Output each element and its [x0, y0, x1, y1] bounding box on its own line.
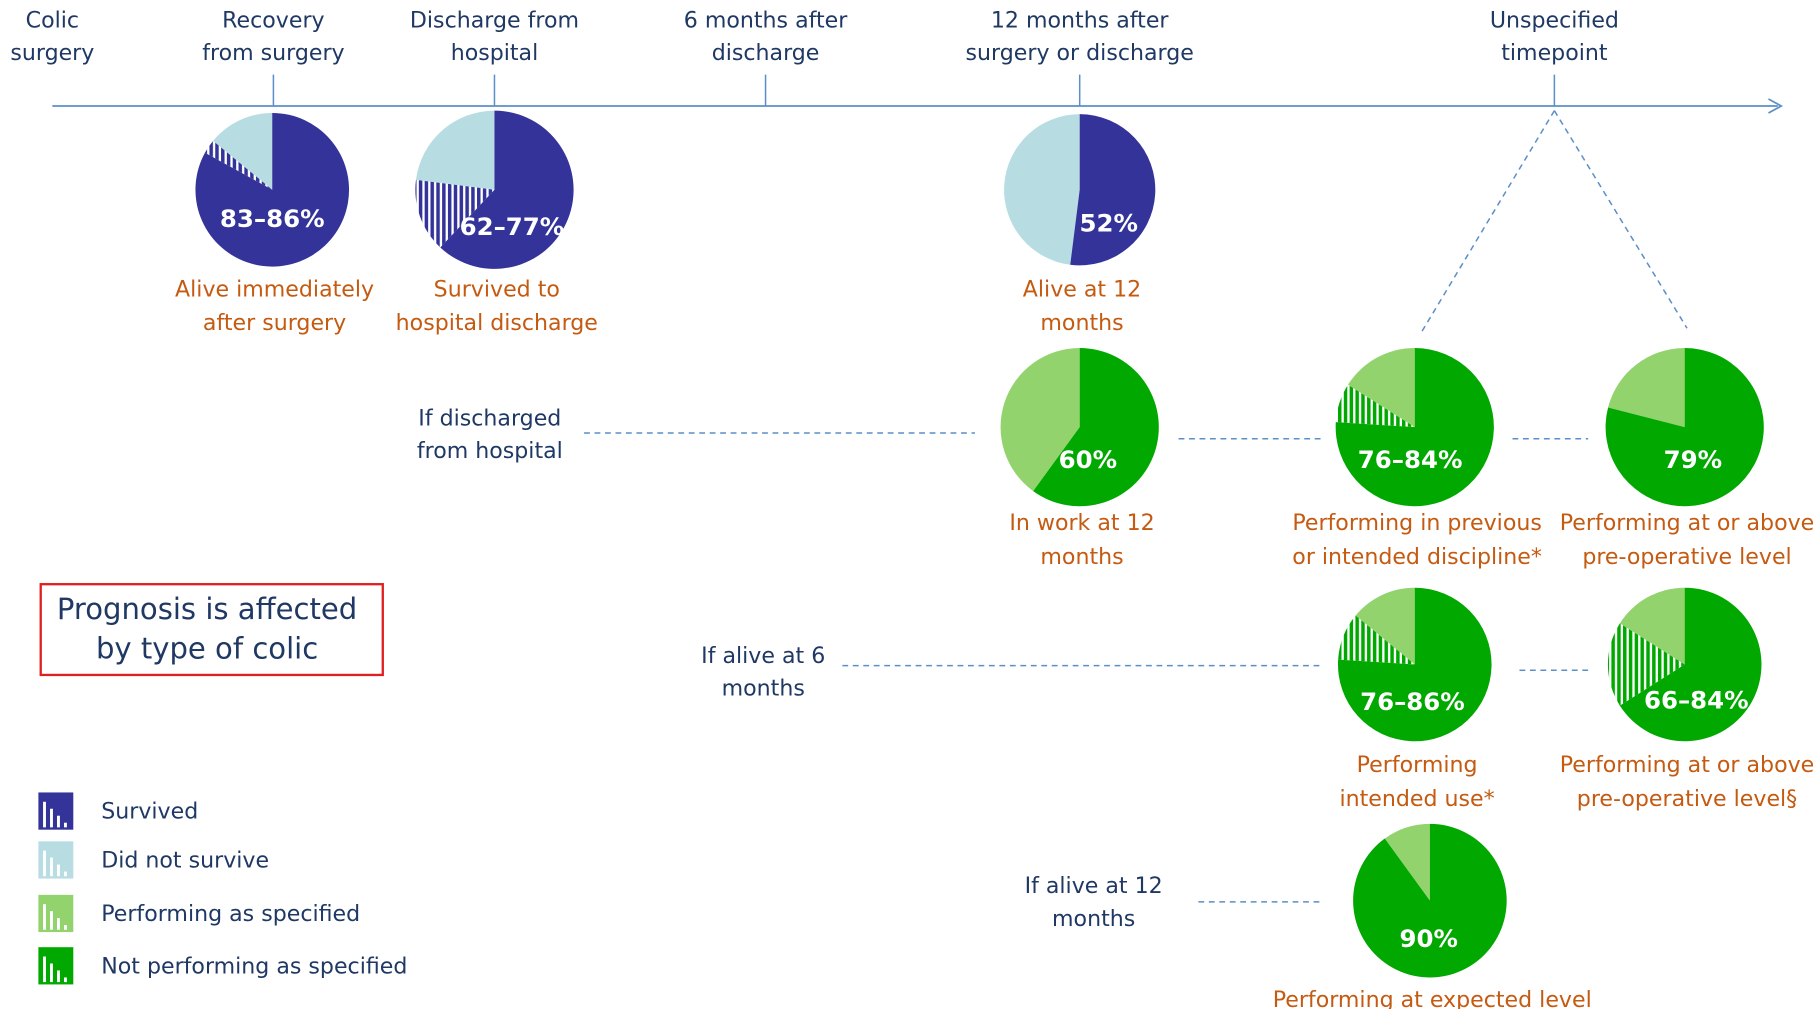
pie-remainder [1619, 587, 1685, 665]
pie-caption: Performing in previous [1292, 510, 1542, 536]
pie-caption: hospital discharge [396, 310, 598, 336]
pie-caption: after surgery [203, 310, 346, 336]
legend-hatch [63, 925, 67, 930]
pie-range [204, 140, 273, 190]
pie-label: 76–86% [1360, 687, 1465, 716]
pie-value [1605, 348, 1764, 507]
legend-hatch [57, 815, 60, 828]
legend-hatch [57, 918, 60, 930]
timeline-label: timepoint [1501, 40, 1608, 66]
legend-hatch [63, 977, 67, 983]
timeline-label: Recovery [222, 8, 324, 34]
timeline-label: from surgery [202, 40, 344, 66]
pie-caption: pre-operative level§ [1577, 786, 1797, 812]
pie-value [1353, 823, 1507, 978]
connector [1553, 110, 1688, 329]
pie-caption: pre-operative level [1582, 544, 1791, 570]
pie-label: 83–86% [220, 204, 325, 233]
pie-caption: or intended discipline* [1292, 544, 1542, 570]
pie-caption: In work at 12 [1009, 510, 1154, 536]
legend-hatch [57, 970, 60, 983]
pie-value [1337, 587, 1492, 742]
pie-remainder [1384, 823, 1430, 901]
timeline-arrow [1768, 98, 1784, 114]
condition-label: months [1052, 906, 1135, 932]
pie-range [1335, 384, 1415, 428]
pie-label: 79% [1664, 445, 1722, 474]
pie-caption: Survived to [434, 276, 560, 302]
pie-value [1335, 348, 1494, 507]
legend-hatch [50, 963, 53, 983]
legend-label: Performing as specified [101, 901, 360, 927]
legend-label: Did not survive [101, 848, 269, 874]
legend-label: Survived [101, 799, 198, 825]
note-text: Prognosis is affected [57, 592, 357, 626]
note-text: by type of colic [96, 632, 318, 666]
timeline-label: Unspecified [1490, 8, 1619, 34]
legend-hatch [43, 801, 46, 828]
condition-label: months [722, 675, 805, 701]
pie-value [1619, 587, 1762, 742]
note-box [39, 583, 384, 677]
timeline-label: 12 months after [991, 8, 1170, 34]
pie-value [440, 110, 574, 269]
legend-hatch [50, 911, 53, 930]
legend-hatch [43, 850, 46, 877]
timeline-label: 6 months after [684, 8, 849, 34]
pie-caption: months [1040, 544, 1123, 570]
pie-value [1033, 348, 1159, 507]
legend-label: Not performing as specified [101, 953, 407, 979]
pie-label: 62–77% [460, 212, 565, 241]
legend-hatch [57, 864, 60, 877]
pie-caption: Performing at expected level [1273, 987, 1592, 1009]
condition-label: from hospital [417, 438, 563, 464]
pie-value [1070, 114, 1156, 266]
pie-label: 52% [1080, 209, 1138, 238]
pie-remainder [1608, 348, 1685, 428]
connectors [584, 110, 1688, 903]
condition-label: If discharged [418, 405, 561, 431]
pie-caption: Performing at or above [1560, 752, 1815, 778]
timeline-label: Discharge from [410, 8, 579, 34]
condition-label: If alive at 6 [701, 643, 825, 669]
pie-remainder [1004, 114, 1080, 265]
legend-hatch [43, 904, 46, 930]
timeline-label: Colic [26, 8, 79, 34]
pie-range [1607, 623, 1685, 706]
legend-hatch [63, 871, 67, 877]
pie-label: 66–84% [1644, 686, 1749, 715]
pie-remainder [1347, 348, 1415, 428]
pie-label: 76–84% [1358, 445, 1463, 474]
timeline-label: discharge [712, 40, 820, 66]
pie-range [415, 179, 495, 248]
pie-label: 60% [1059, 445, 1117, 474]
pie-label: 90% [1399, 924, 1457, 953]
pie-caption: Performing [1357, 752, 1478, 778]
timeline-label: hospital [451, 40, 539, 66]
pie-remainder [1355, 587, 1415, 665]
pie-caption: Alive at 12 [1023, 276, 1141, 302]
pie-caption: intended use* [1339, 786, 1494, 812]
pie-caption: months [1040, 310, 1123, 336]
pie-remainder [1000, 348, 1080, 492]
legend-hatch [50, 808, 53, 828]
pie-caption: Alive immediately [175, 276, 374, 302]
legend-hatch [50, 857, 53, 877]
legend-hatch [63, 822, 67, 828]
pie-caption: Performing at or above [1560, 510, 1815, 536]
pie-remainder [213, 112, 273, 190]
pie-remainder [415, 110, 495, 190]
connector [1421, 110, 1556, 333]
pie-value [195, 112, 350, 267]
timeline-label: surgery [10, 40, 94, 66]
timeline-label: surgery or discharge [966, 40, 1194, 66]
pie-range [1338, 615, 1415, 665]
condition-label: If alive at 12 [1025, 873, 1163, 899]
legend-hatch [43, 956, 46, 983]
